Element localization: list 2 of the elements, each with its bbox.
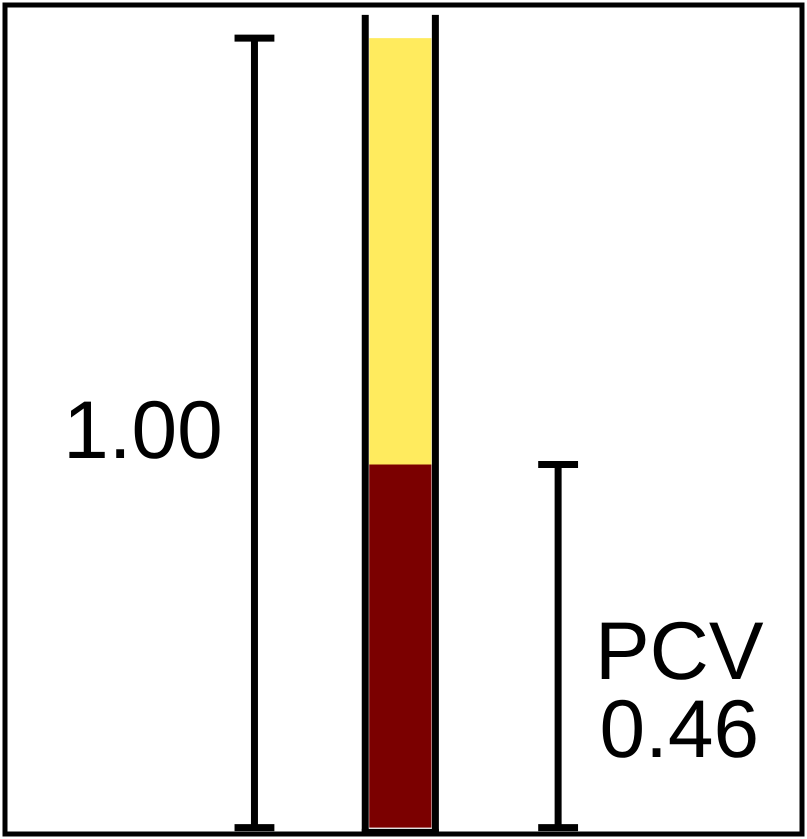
text: PCV 0.46	[594, 606, 764, 775]
text: 1.00	[63, 384, 223, 476]
